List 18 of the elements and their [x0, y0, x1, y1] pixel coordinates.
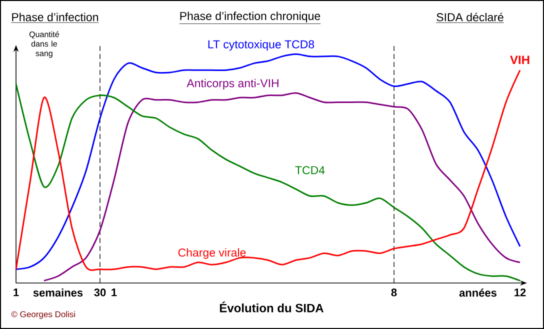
text: SIDA déclaré	[436, 12, 504, 22]
x-tick-label: semaines	[33, 288, 83, 297]
y-axis-title: Quantité dans le sang	[29, 31, 59, 58]
annotation: VIH	[510, 56, 530, 64]
series-label: Anticorps anti-VIH	[186, 78, 278, 90]
series-label: Charge virale	[178, 248, 246, 259]
series-label: TCD4	[295, 166, 325, 174]
x-tick-label: 30	[94, 288, 106, 296]
x-tick-label: 8	[391, 288, 397, 296]
x-tick-label: 1	[14, 288, 19, 296]
x-axis-title: Évolution du SIDA	[220, 302, 324, 312]
text: Phase d’infection chronique	[180, 12, 320, 22]
text: © Georges Dolisi	[11, 311, 75, 319]
x-tick-label: 1	[112, 288, 117, 296]
series-label: LT cytotoxique TCD8	[208, 40, 314, 51]
x-tick-label: années	[459, 288, 496, 297]
text: Phase d’infection	[12, 12, 98, 22]
x-tick-label: 12	[514, 288, 526, 296]
